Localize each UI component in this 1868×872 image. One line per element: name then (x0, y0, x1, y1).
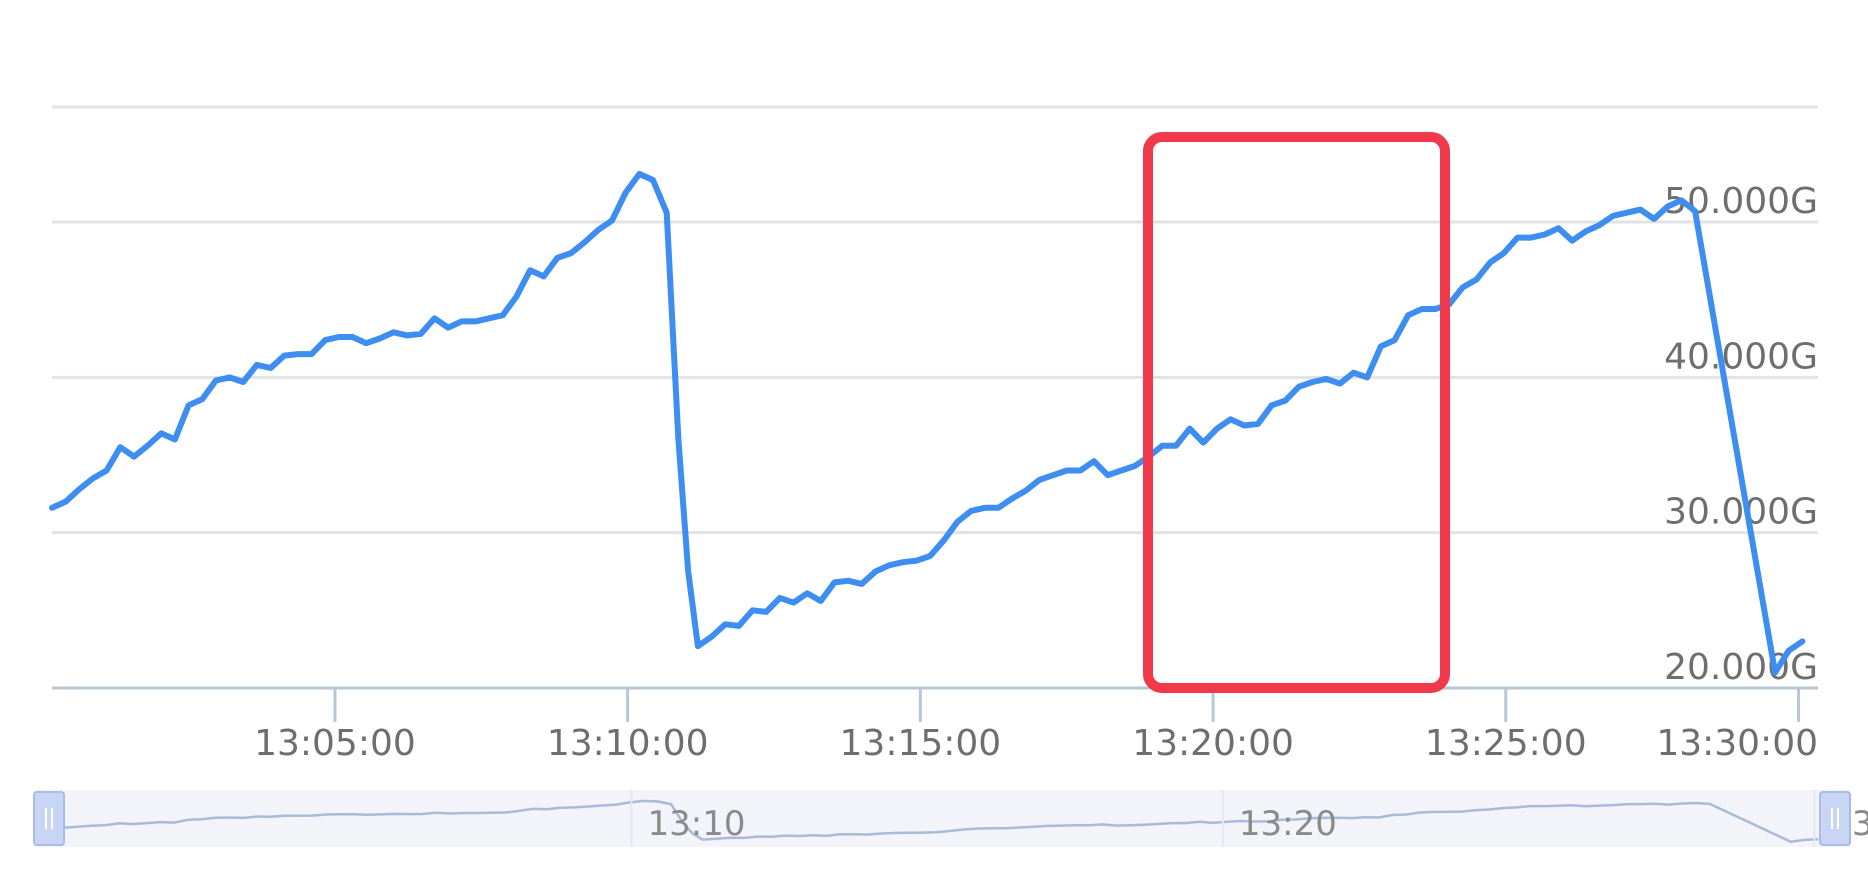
zoom-handle-left[interactable] (33, 791, 65, 846)
zoom-tick-label: 13:10 (648, 804, 746, 844)
zoom-preview-line (49, 799, 1819, 843)
x-tick-label: 13:05:00 (254, 723, 416, 764)
x-tick-label: 13:10:00 (547, 723, 709, 764)
x-tick-label: 13:25:00 (1425, 723, 1587, 764)
y-tick-label: 30.000G (1664, 492, 1818, 533)
highlight-box (1143, 132, 1450, 693)
series-area (49, 170, 1806, 676)
y-axis-ticks: 20.000G 30.000G 40.000G 50.000G (1664, 181, 1818, 688)
y-tick-label: 50.000G (1664, 181, 1818, 222)
y-tick-label: 40.000G (1664, 336, 1818, 377)
zoom-handle-right[interactable] (1819, 791, 1851, 846)
zoom-tick-label: 13:20 (1239, 804, 1337, 844)
series-line (49, 170, 1806, 676)
zoom-track[interactable] (34, 790, 1850, 847)
x-tick-label: 13:15:00 (840, 723, 1002, 764)
x-axis: 13:05:00 13:10:00 13:15:00 13:20:00 13:25:00… (52, 686, 1818, 764)
y-tick-label: 20.000G (1664, 647, 1818, 688)
x-tick-label: 13:20:00 (1132, 723, 1294, 764)
grid-lines (52, 105, 1818, 535)
x-tick-label: 13:30:00 (1656, 723, 1818, 764)
